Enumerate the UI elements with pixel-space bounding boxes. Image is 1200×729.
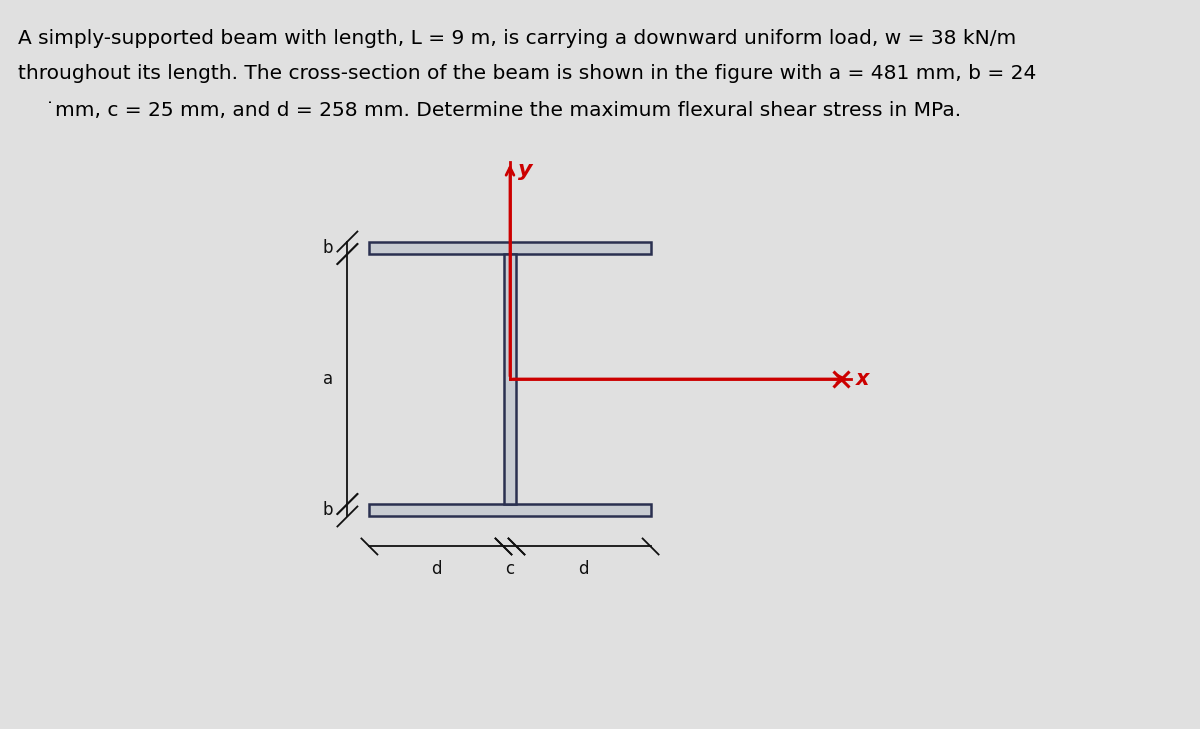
Text: y: y: [518, 160, 533, 179]
Text: b: b: [323, 502, 334, 519]
Text: x: x: [856, 369, 869, 389]
Text: ˙mm, c = 25 mm, and d = 258 mm. Determine the maximum flexural shear stress in M: ˙mm, c = 25 mm, and d = 258 mm. Determin…: [46, 101, 961, 120]
Text: a: a: [323, 370, 334, 388]
Bar: [504, 254, 516, 504]
Text: d: d: [578, 561, 589, 579]
Text: b: b: [323, 239, 334, 257]
Text: A simply-supported beam with length, L = 9 m, is carrying a downward uniform loa: A simply-supported beam with length, L =…: [18, 29, 1016, 48]
Text: c: c: [505, 561, 515, 579]
Text: throughout its length. The cross-section of the beam is shown in the figure with: throughout its length. The cross-section…: [18, 64, 1037, 83]
Text: d: d: [431, 561, 442, 579]
Bar: [370, 241, 650, 254]
Bar: [370, 504, 650, 516]
